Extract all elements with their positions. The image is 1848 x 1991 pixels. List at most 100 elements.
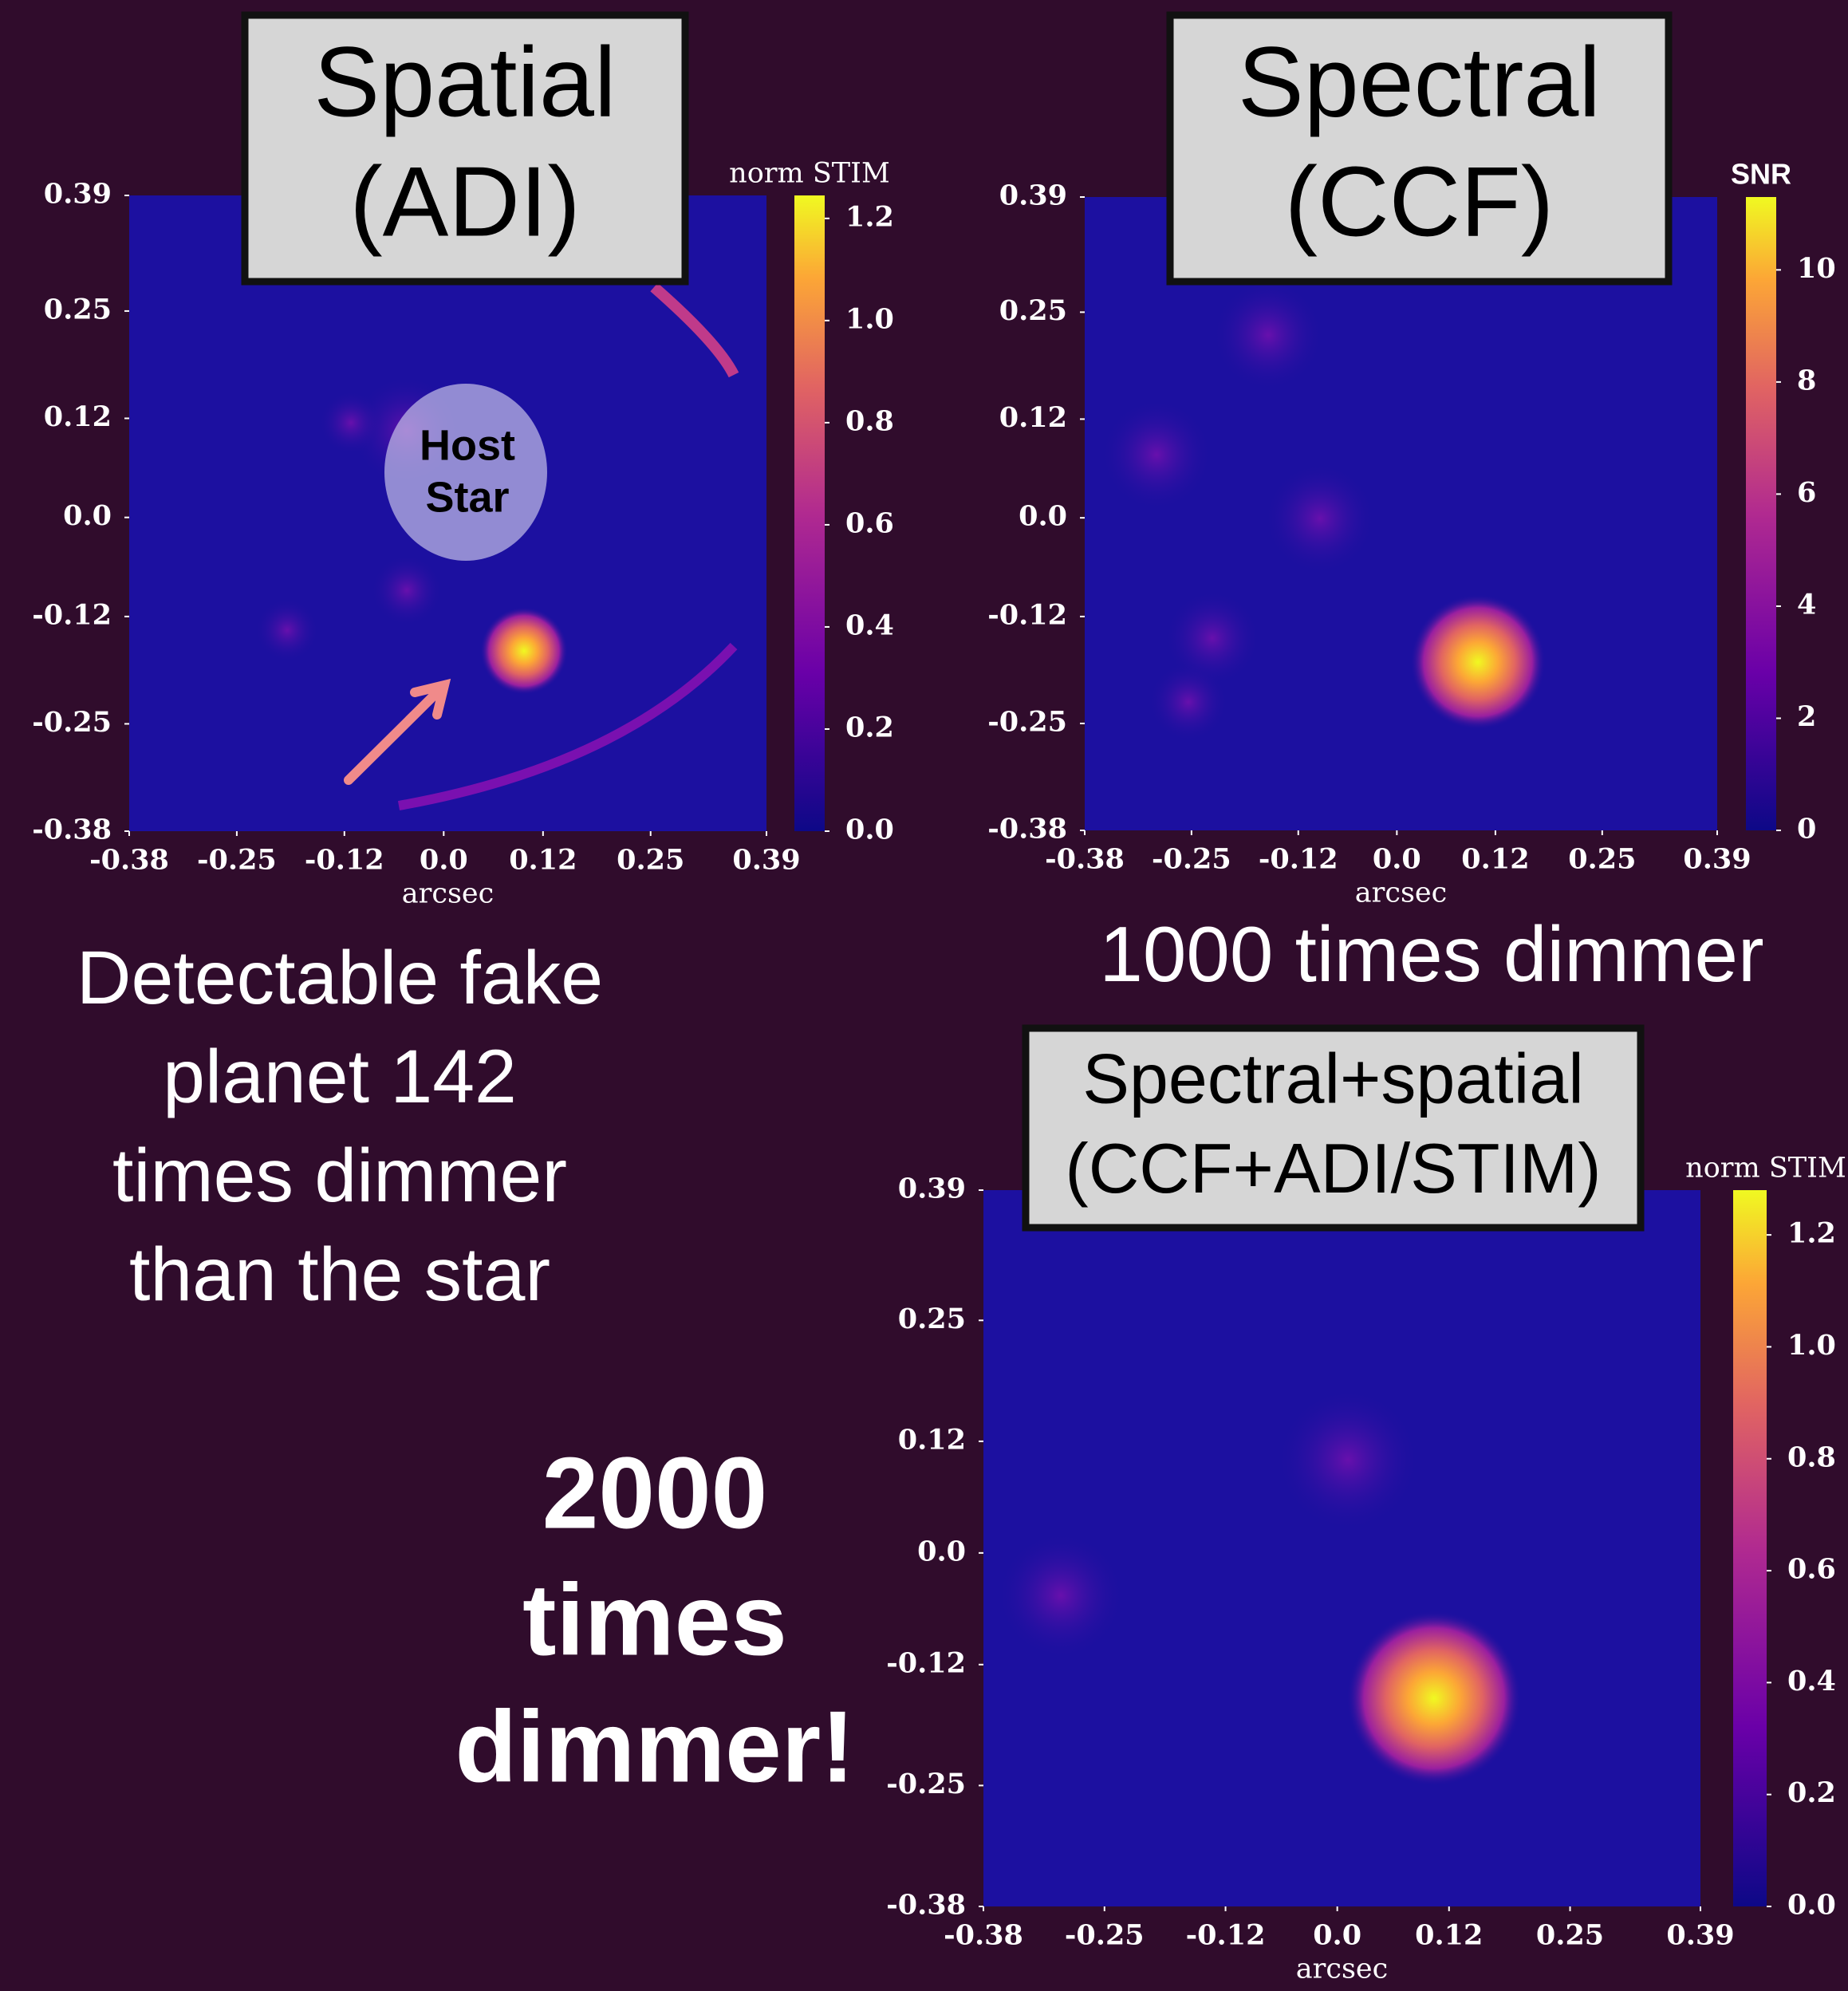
caption: Detectable fake: [77, 936, 603, 1020]
host-star-label: Host: [420, 421, 515, 469]
panel-title: Spectral+spatial: [1082, 1039, 1584, 1118]
colorbar: [794, 195, 825, 831]
heatmap-feature: [1101, 399, 1212, 511]
panels: -0.38 -0.25 -0.12 0.0 0.12 0.25 0.39 -0.38 -0.25…: [32, 11, 1846, 1985]
heatmap-feature: [1276, 1388, 1420, 1532]
heatmap: [1101, 279, 1546, 742]
heatmap-feature: [1212, 279, 1324, 391]
caption: planet 142: [163, 1035, 517, 1119]
x-tick-label: -0.38: [89, 844, 169, 877]
colorbar-tick-label: 4: [1797, 588, 1816, 621]
y-tick-label: -0.25: [32, 706, 112, 739]
x-tick-label: 0.39: [732, 844, 800, 877]
y-tick-label: -0.25: [886, 1768, 966, 1800]
y-tick-label: 0.12: [898, 1423, 966, 1456]
host-star-label: Star: [425, 473, 509, 521]
colorbar-label: SNR: [1731, 158, 1791, 191]
y-tick-label: -0.38: [886, 1889, 966, 1922]
caption: times dimmer: [112, 1133, 567, 1218]
caption-bold: 2000: [542, 1437, 768, 1550]
colorbar-tick-label: 1.2: [1787, 1217, 1836, 1250]
caption: 1000 times dimmer: [1099, 910, 1763, 998]
y-tick-label: -0.12: [987, 598, 1067, 631]
x-tick-label: 0.12: [509, 844, 577, 877]
colorbar-tick-label: 1.2: [845, 200, 894, 233]
colorbar-tick-label: 0.0: [845, 814, 894, 846]
y-tick-label: -0.38: [987, 813, 1067, 846]
colorbar-tick-label: 2: [1797, 700, 1816, 733]
colorbar-tick-label: 0.2: [1787, 1776, 1836, 1809]
colorbar-tick-label: 1.0: [845, 302, 894, 335]
y-tick-label: -0.38: [32, 814, 112, 846]
title-box: [1022, 1024, 1645, 1232]
heatmap-feature: [1149, 662, 1228, 742]
x-tick-label: 0.12: [1461, 843, 1529, 876]
heatmap-feature: [480, 607, 568, 695]
x-tick-label: -0.25: [1152, 843, 1231, 876]
y-tick-label: 0.39: [999, 179, 1067, 212]
y-tick-label: 0.25: [44, 293, 112, 325]
y-tick-label: 0.12: [999, 401, 1067, 434]
x-tick-label: -0.12: [305, 844, 384, 877]
x-tick-label: -0.38: [944, 1919, 1023, 1952]
colorbar-tick-label: 0.6: [1787, 1553, 1836, 1586]
heatmap-feature: [371, 554, 443, 626]
colorbar-tick-label: 0.0: [1787, 1889, 1836, 1922]
x-tick-label: 0.0: [1313, 1919, 1361, 1952]
arrow: [344, 678, 451, 785]
colorbar-tick-label: 0.6: [845, 507, 894, 539]
colorbar-tick-label: 0.4: [1787, 1665, 1836, 1697]
y-tick-label: -0.25: [987, 705, 1067, 738]
x-axis-label: arcsec: [402, 878, 494, 910]
colorbar-tick-label: 0.8: [1787, 1441, 1836, 1473]
heatmap-arc: [397, 642, 738, 810]
y-tick-label: 0.12: [44, 400, 112, 433]
x-tick-label: -0.38: [1045, 843, 1125, 876]
heatmap-feature: [1264, 463, 1376, 574]
host-star: [384, 384, 547, 561]
heatmap: [997, 1388, 1522, 1786]
x-tick-label: 0.25: [617, 844, 684, 877]
x-tick-label: -0.25: [197, 844, 277, 877]
x-tick-label: -0.12: [1259, 843, 1338, 876]
heatmap-feature: [1410, 594, 1546, 730]
colorbar-tick-label: 1.0: [1787, 1329, 1836, 1362]
colorbar-label: norm STIM: [729, 158, 890, 190]
heatmap-feature: [1346, 1611, 1522, 1786]
colorbar-tick-label: 0.8: [845, 404, 894, 437]
heatmap-feature: [255, 598, 319, 662]
colorbar-label: norm STIM: [1685, 1153, 1846, 1185]
x-tick-label: -0.12: [1186, 1919, 1266, 1952]
panel-title: (CCF): [1285, 148, 1554, 258]
colorbar: [1746, 197, 1776, 830]
caption: than the star: [129, 1232, 550, 1317]
title-box: [241, 11, 689, 286]
heatmap-feature: [319, 391, 383, 455]
colorbar-tick-label: 0.2: [845, 711, 894, 743]
y-tick-label: 0.25: [999, 294, 1067, 327]
x-tick-label: 0.25: [1536, 1919, 1604, 1952]
y-tick-label: 0.39: [44, 178, 112, 211]
x-axis-label: arcsec: [1296, 1954, 1388, 1985]
y-tick-label: 0.0: [1019, 500, 1067, 533]
colorbar-tick-label: 8: [1797, 364, 1816, 396]
caption-bold: dimmer!: [455, 1690, 854, 1804]
panel-title: (ADI): [349, 148, 580, 258]
x-tick-label: 0.12: [1415, 1919, 1483, 1952]
caption-bold: times: [522, 1563, 787, 1677]
x-tick-label: 0.0: [1373, 843, 1421, 876]
colorbar: [1733, 1190, 1767, 1906]
heatmap-feature: [997, 1532, 1125, 1659]
y-tick-label: 0.0: [63, 499, 112, 532]
panel-title: (CCF+ADI/STIM): [1065, 1129, 1601, 1208]
colorbar-tick-label: 6: [1797, 476, 1816, 509]
y-tick-label: 0.0: [917, 1535, 966, 1567]
colorbar-tick-label: 10: [1797, 252, 1836, 285]
x-axis-label: arcsec: [1355, 877, 1447, 909]
heatmap-arc: [650, 282, 739, 378]
x-tick-label: -0.25: [1065, 1919, 1145, 1952]
y-tick-label: 0.39: [898, 1173, 966, 1205]
panel-title: Spatial: [313, 27, 616, 137]
x-tick-label: 0.25: [1568, 843, 1636, 876]
y-tick-label: -0.12: [32, 598, 112, 631]
